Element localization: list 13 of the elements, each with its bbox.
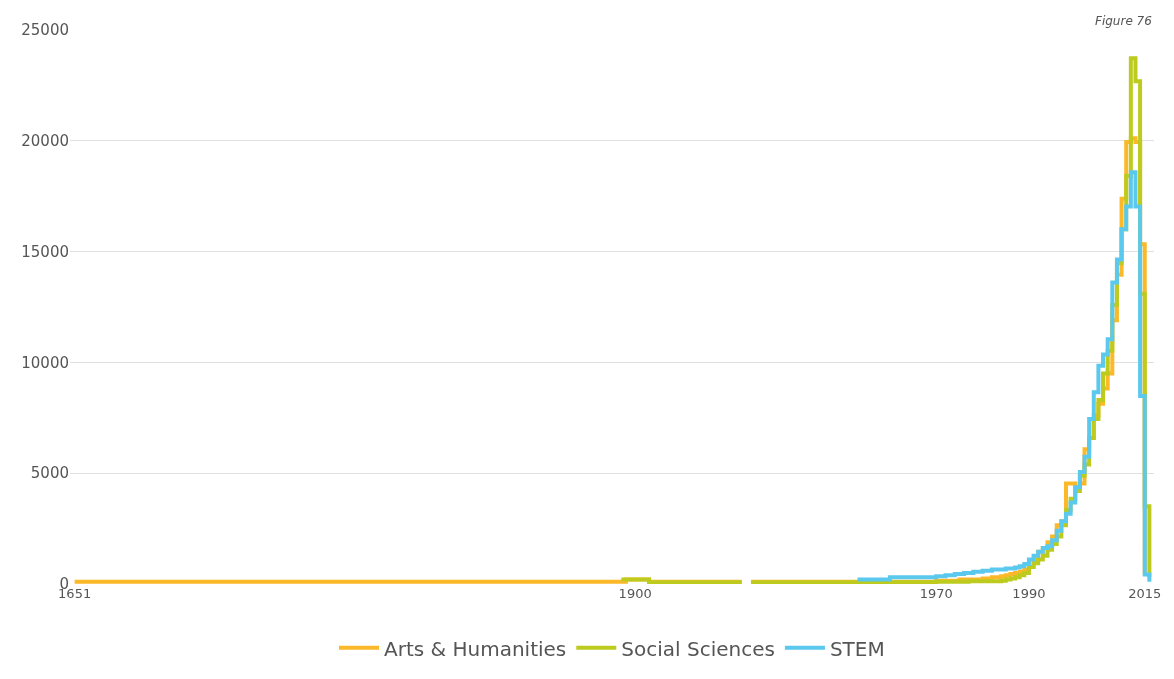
legend-label: Social Sciences bbox=[621, 636, 775, 661]
y-tick-label: 5000 bbox=[30, 464, 69, 483]
x-tick-label: 2015 bbox=[1128, 586, 1162, 601]
y-tick-label: 25000 bbox=[21, 21, 69, 40]
y-tick-label: 10000 bbox=[21, 353, 69, 372]
legend-label: STEM bbox=[829, 636, 885, 661]
x-tick-label: 1900 bbox=[618, 586, 652, 601]
x-tick-label: 1970 bbox=[919, 586, 953, 601]
legend-label: Arts & Humanities bbox=[384, 636, 567, 661]
y-tick-label: 20000 bbox=[21, 132, 69, 151]
y-tick-label: 15000 bbox=[21, 242, 69, 261]
x-tick-label: 1990 bbox=[1012, 586, 1046, 601]
caption: Figure 76 bbox=[1095, 14, 1153, 28]
